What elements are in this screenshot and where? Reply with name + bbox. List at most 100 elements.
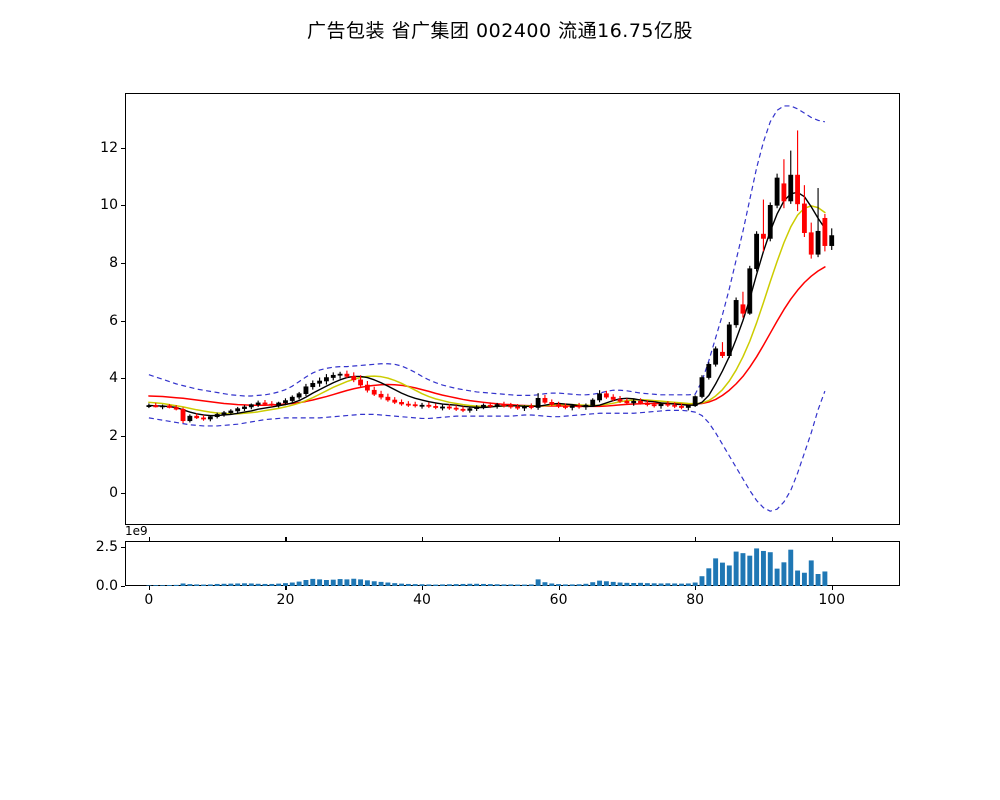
candle-body bbox=[371, 389, 377, 395]
volume-bar bbox=[467, 583, 473, 586]
volume-plot-area bbox=[146, 548, 828, 586]
candle-body bbox=[740, 304, 746, 314]
volume-bar bbox=[528, 584, 534, 586]
candle-body bbox=[624, 400, 630, 404]
candle-body bbox=[829, 235, 835, 246]
price-ytick-label: 2 bbox=[109, 427, 118, 444]
candle-body bbox=[173, 407, 179, 410]
x-axis-tick-mark bbox=[148, 586, 150, 590]
bollinger-lower-line bbox=[148, 390, 826, 512]
volume-bar bbox=[180, 583, 186, 586]
volume-bar bbox=[521, 584, 527, 586]
price-ytick-mark bbox=[121, 262, 125, 264]
candle-body bbox=[501, 404, 507, 407]
volume-bar bbox=[720, 562, 725, 586]
candle-body bbox=[815, 230, 821, 255]
candle-body bbox=[590, 399, 596, 406]
volume-bar bbox=[344, 579, 350, 586]
candle-body bbox=[795, 174, 800, 205]
candle-body bbox=[358, 379, 363, 386]
candle-body bbox=[549, 402, 555, 405]
candle-body bbox=[153, 405, 159, 408]
candle-body bbox=[576, 405, 582, 408]
candle-body bbox=[378, 393, 384, 398]
volume-bar bbox=[399, 583, 404, 586]
candle-body bbox=[610, 396, 616, 400]
candle-body bbox=[242, 406, 247, 409]
candle-body bbox=[235, 408, 241, 412]
price-ytick-label: 4 bbox=[109, 370, 118, 387]
candle-body bbox=[276, 402, 282, 406]
volume-bar bbox=[549, 583, 555, 586]
candle-body bbox=[713, 348, 719, 365]
candle-body bbox=[651, 404, 657, 407]
volume-bar bbox=[378, 581, 384, 586]
volume-bar bbox=[481, 583, 486, 586]
volume-bar bbox=[610, 581, 616, 586]
candle-body bbox=[419, 404, 425, 407]
price-ytick-mark bbox=[121, 205, 125, 207]
volume-bar bbox=[330, 579, 336, 586]
candle-body bbox=[426, 404, 432, 407]
volume-bar bbox=[597, 580, 603, 586]
volume-bar bbox=[535, 579, 541, 586]
candle-body bbox=[761, 233, 766, 239]
candle-body bbox=[385, 396, 391, 401]
volume-bar bbox=[255, 583, 261, 586]
volume-bar bbox=[590, 582, 596, 586]
candle-body bbox=[228, 410, 234, 413]
volume-ytick-label: 0.0 bbox=[95, 578, 118, 594]
volume-bar bbox=[214, 583, 220, 586]
volume-bar bbox=[692, 582, 698, 586]
candle-body bbox=[433, 406, 439, 408]
price-x-axis-tick-mark bbox=[285, 537, 287, 541]
candle-body bbox=[788, 174, 794, 202]
volume-bar bbox=[685, 583, 691, 586]
candle-body bbox=[638, 400, 643, 404]
candle-body bbox=[392, 399, 398, 403]
volume-bar bbox=[760, 550, 766, 586]
candle-body bbox=[631, 400, 637, 404]
candle-body bbox=[672, 404, 678, 407]
volume-ytick-mark bbox=[121, 546, 125, 548]
candle-body bbox=[160, 405, 165, 408]
candle-body bbox=[248, 404, 254, 408]
candle-body bbox=[194, 415, 200, 419]
volume-offset-label: 1e9 bbox=[125, 524, 148, 538]
price-x-axis-tick-mark bbox=[695, 537, 697, 541]
candle-body bbox=[644, 402, 650, 405]
candle-body bbox=[781, 183, 787, 202]
volume-bar bbox=[754, 548, 760, 586]
candle-body bbox=[324, 377, 329, 382]
volume-bar bbox=[289, 582, 295, 586]
x-axis-tick-label: 0 bbox=[144, 592, 154, 608]
volume-bar bbox=[276, 583, 282, 586]
candle-body bbox=[569, 405, 575, 408]
volume-bar bbox=[283, 583, 288, 586]
volume-bars-group bbox=[146, 548, 828, 586]
volume-bar bbox=[795, 570, 801, 586]
candle-body bbox=[221, 412, 227, 415]
volume-bar bbox=[392, 583, 398, 586]
candle-body bbox=[754, 233, 760, 269]
volume-panel: 1e9 0.0 2.5 0 20 40 60 80 100 bbox=[96, 524, 900, 608]
volume-bar bbox=[337, 579, 343, 586]
volume-bar bbox=[419, 584, 425, 586]
price-ytick-mark bbox=[121, 320, 125, 322]
price-panel: 0 2 4 6 8 10 12 bbox=[100, 93, 900, 525]
candle-body bbox=[440, 406, 445, 409]
candle-body bbox=[262, 402, 268, 405]
volume-ytick-label: 2.5 bbox=[95, 538, 118, 555]
candle-body bbox=[180, 408, 186, 422]
x-axis-tick-label: 20 bbox=[276, 592, 295, 608]
candle-body bbox=[481, 404, 486, 408]
candle-body bbox=[310, 382, 316, 388]
volume-bar bbox=[221, 583, 227, 586]
candle-body bbox=[747, 268, 753, 314]
volume-bar bbox=[631, 583, 637, 586]
volume-bar bbox=[713, 558, 719, 586]
price-x-axis-tick-mark bbox=[831, 537, 833, 541]
candle-body bbox=[303, 386, 309, 394]
volume-bar bbox=[569, 584, 575, 586]
volume-bar bbox=[644, 583, 650, 586]
